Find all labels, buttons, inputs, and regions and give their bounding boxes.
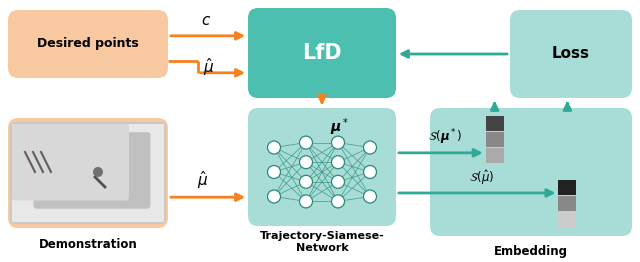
- FancyArrowPatch shape: [171, 194, 242, 200]
- Bar: [558, 180, 577, 195]
- Bar: [558, 196, 577, 211]
- FancyArrowPatch shape: [564, 104, 571, 111]
- Text: $\hat{\mu}$: $\hat{\mu}$: [197, 169, 209, 191]
- Text: $\hat{\mu}$: $\hat{\mu}$: [203, 56, 214, 78]
- FancyBboxPatch shape: [510, 10, 632, 98]
- Bar: [558, 212, 577, 227]
- Circle shape: [364, 190, 376, 203]
- Text: Trajectory-Siamese-
Network: Trajectory-Siamese- Network: [260, 231, 385, 253]
- FancyArrowPatch shape: [399, 190, 552, 196]
- Text: Demonstration: Demonstration: [38, 237, 138, 250]
- Circle shape: [268, 190, 280, 203]
- Circle shape: [332, 175, 344, 188]
- Circle shape: [364, 141, 376, 154]
- Text: Loss: Loss: [552, 46, 590, 62]
- FancyBboxPatch shape: [8, 10, 168, 78]
- FancyBboxPatch shape: [33, 132, 150, 209]
- FancyArrowPatch shape: [201, 69, 242, 76]
- FancyBboxPatch shape: [12, 124, 129, 200]
- Bar: [486, 132, 504, 147]
- FancyBboxPatch shape: [10, 122, 166, 224]
- Bar: [486, 116, 504, 131]
- Text: Desired points: Desired points: [37, 37, 139, 51]
- Text: Embedding: Embedding: [494, 245, 568, 259]
- Circle shape: [332, 136, 344, 149]
- Circle shape: [268, 166, 280, 178]
- Circle shape: [300, 175, 312, 188]
- FancyBboxPatch shape: [248, 8, 396, 98]
- FancyArrowPatch shape: [319, 95, 325, 102]
- FancyArrowPatch shape: [399, 150, 480, 156]
- Circle shape: [300, 195, 312, 208]
- FancyArrowPatch shape: [402, 51, 508, 57]
- Text: $\boldsymbol{\mu}^*$: $\boldsymbol{\mu}^*$: [330, 116, 349, 138]
- Bar: [12, 124, 164, 222]
- FancyArrowPatch shape: [171, 32, 242, 39]
- Circle shape: [300, 136, 312, 149]
- Text: $c$: $c$: [201, 13, 211, 28]
- Text: $\mathcal{S}(\boldsymbol{\mu}^*)$: $\mathcal{S}(\boldsymbol{\mu}^*)$: [428, 127, 462, 147]
- Circle shape: [268, 141, 280, 154]
- Text: LfD: LfD: [302, 43, 342, 63]
- Text: $\mathcal{S}(\hat{\mu})$: $\mathcal{S}(\hat{\mu})$: [469, 168, 494, 187]
- FancyArrowPatch shape: [492, 104, 498, 111]
- Circle shape: [93, 167, 103, 177]
- Bar: [486, 148, 504, 163]
- FancyBboxPatch shape: [8, 118, 168, 228]
- FancyBboxPatch shape: [248, 108, 396, 226]
- Circle shape: [300, 156, 312, 169]
- Circle shape: [364, 166, 376, 178]
- Circle shape: [332, 156, 344, 169]
- FancyBboxPatch shape: [430, 108, 632, 236]
- Circle shape: [332, 195, 344, 208]
